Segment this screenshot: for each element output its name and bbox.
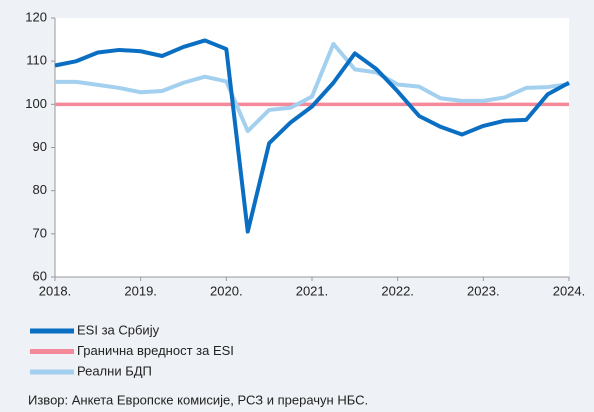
x-tick-label: 2020. <box>210 283 243 298</box>
y-tick-label: 80 <box>33 182 47 197</box>
x-tick-label: 2021. <box>296 283 329 298</box>
y-tick-label: 90 <box>33 139 47 154</box>
legend-label: Реални БДП <box>77 363 152 378</box>
y-tick-label: 60 <box>33 268 47 283</box>
x-tick-label: 2018. <box>39 283 72 298</box>
legend-label: ESI за Србију <box>77 322 160 337</box>
legend-label: Гранична вредност за ESI <box>77 343 234 358</box>
plot-area <box>55 18 569 277</box>
series-line <box>55 41 570 134</box>
x-tick-label: 2023. <box>467 283 500 298</box>
x-tick-label: 2019. <box>124 283 157 298</box>
y-tick-label: 70 <box>33 225 47 240</box>
x-tick-label: 2024. <box>553 283 586 298</box>
x-tick-label: 2022. <box>381 283 414 298</box>
y-tick-label: 100 <box>25 96 47 111</box>
source: Извор: Анкета Европске комисије, РСЗ и п… <box>28 392 368 407</box>
series-line <box>54 38 570 234</box>
y-tick-label: 110 <box>26 53 47 68</box>
y-tick-label: 120 <box>25 9 47 24</box>
